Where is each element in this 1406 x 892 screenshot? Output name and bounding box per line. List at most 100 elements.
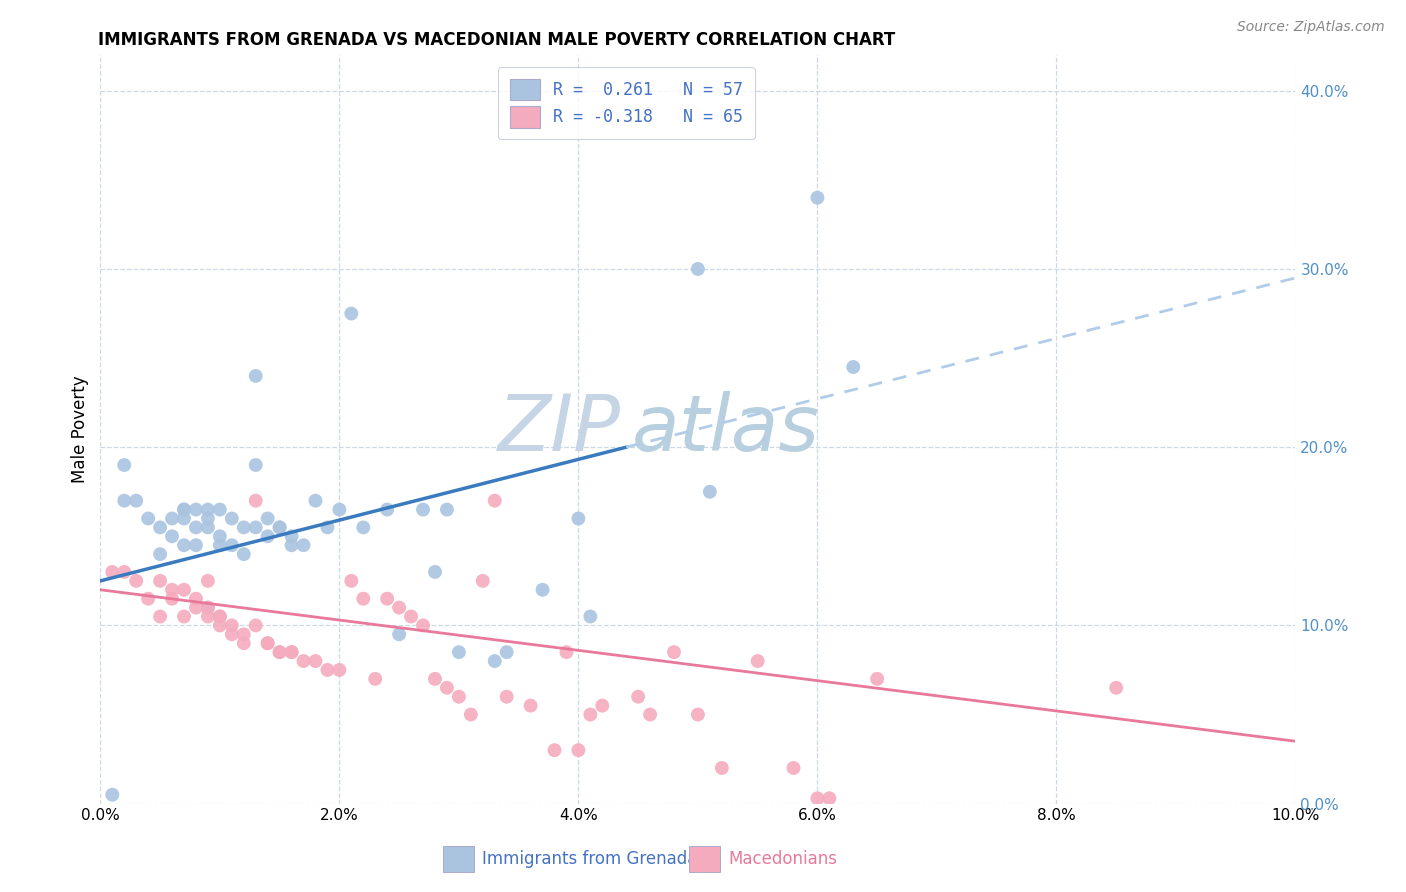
Point: [112, 493, 135, 508]
Point: [484, 654, 506, 668]
Point: [208, 609, 231, 624]
Point: [208, 538, 231, 552]
Point: [221, 618, 243, 632]
Text: Immigrants from Grenada: Immigrants from Grenada: [482, 850, 697, 868]
Point: [232, 627, 254, 641]
Point: [136, 591, 159, 606]
Point: [591, 698, 613, 713]
Point: [173, 609, 195, 624]
Point: [280, 529, 302, 543]
Point: [662, 645, 685, 659]
Point: [818, 791, 841, 805]
Point: [627, 690, 650, 704]
Point: [352, 520, 374, 534]
Point: [125, 493, 148, 508]
Point: [197, 520, 219, 534]
Point: [412, 502, 434, 516]
Point: [173, 511, 195, 525]
Point: [208, 609, 231, 624]
Point: [160, 511, 183, 525]
Point: [197, 609, 219, 624]
Point: [710, 761, 733, 775]
Point: [269, 520, 291, 534]
Point: [579, 707, 602, 722]
Point: [388, 600, 411, 615]
Point: [232, 636, 254, 650]
Point: [340, 574, 363, 588]
Point: [184, 600, 207, 615]
Point: [316, 663, 339, 677]
Point: [245, 520, 267, 534]
Text: Source: ZipAtlas.com: Source: ZipAtlas.com: [1237, 20, 1385, 34]
Point: [101, 788, 124, 802]
Point: [352, 591, 374, 606]
Point: [638, 707, 661, 722]
Point: [160, 582, 183, 597]
Point: [184, 538, 207, 552]
Point: [173, 538, 195, 552]
Point: [149, 574, 172, 588]
Point: [197, 502, 219, 516]
Point: [184, 502, 207, 516]
Point: [686, 262, 709, 277]
Point: [256, 636, 278, 650]
Point: [125, 574, 148, 588]
Point: [221, 511, 243, 525]
Point: [292, 654, 315, 668]
Point: [173, 502, 195, 516]
Point: [221, 627, 243, 641]
Text: Macedonians: Macedonians: [728, 850, 838, 868]
Point: [197, 600, 219, 615]
Point: [567, 511, 589, 525]
Point: [256, 529, 278, 543]
Point: [292, 538, 315, 552]
Point: [699, 484, 721, 499]
Point: [747, 654, 769, 668]
Point: [375, 591, 398, 606]
Point: [471, 574, 494, 588]
Point: [149, 520, 172, 534]
Point: [806, 191, 828, 205]
Point: [149, 547, 172, 561]
Point: [269, 645, 291, 659]
Point: [495, 690, 517, 704]
Point: [269, 520, 291, 534]
Point: [328, 663, 350, 677]
Point: [686, 707, 709, 722]
Point: [1105, 681, 1128, 695]
Point: [519, 698, 541, 713]
Point: [423, 565, 446, 579]
Point: [184, 591, 207, 606]
Y-axis label: Male Poverty: Male Poverty: [72, 376, 89, 483]
Point: [399, 609, 422, 624]
Point: [375, 502, 398, 516]
Point: [423, 672, 446, 686]
Point: [555, 645, 578, 659]
Point: [232, 520, 254, 534]
Point: [364, 672, 387, 686]
Point: [579, 609, 602, 624]
Point: [197, 574, 219, 588]
Point: [160, 529, 183, 543]
Point: [842, 359, 865, 374]
Point: [782, 761, 804, 775]
Point: [232, 547, 254, 561]
Point: [304, 654, 326, 668]
Point: [280, 645, 302, 659]
Point: [197, 511, 219, 525]
Point: [184, 520, 207, 534]
Point: [173, 502, 195, 516]
Point: [245, 368, 267, 383]
Point: [256, 511, 278, 525]
Point: [495, 645, 517, 659]
Point: [160, 591, 183, 606]
Point: [866, 672, 889, 686]
Point: [412, 618, 434, 632]
Point: [245, 458, 267, 472]
Point: [388, 627, 411, 641]
Point: [112, 458, 135, 472]
Text: ZIP: ZIP: [498, 392, 620, 467]
Point: [436, 681, 458, 695]
Legend: R =  0.261   N = 57, R = -0.318   N = 65: R = 0.261 N = 57, R = -0.318 N = 65: [498, 67, 755, 139]
Point: [447, 645, 470, 659]
